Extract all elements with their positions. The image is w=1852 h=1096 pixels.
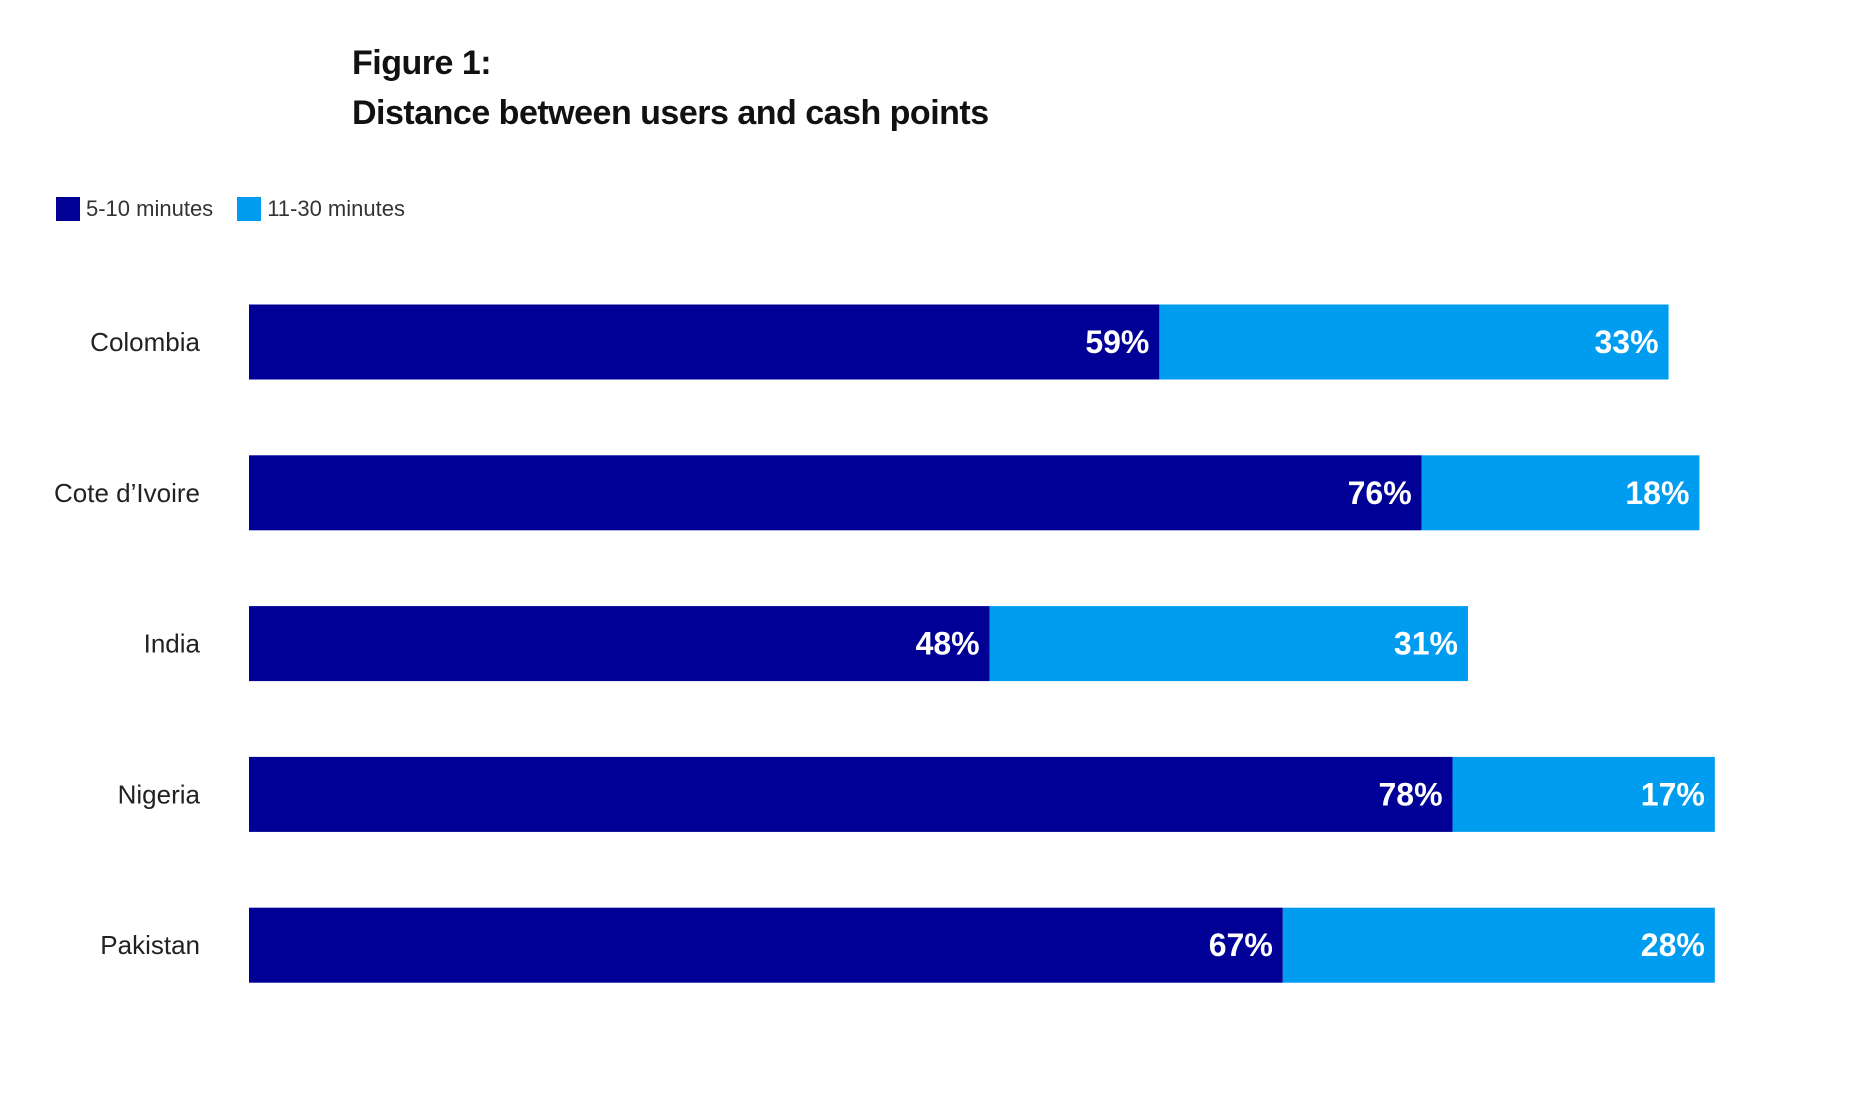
category-label: Pakistan (100, 930, 200, 960)
category-label: Colombia (90, 327, 200, 357)
bar-segment-5-10 (249, 756, 1453, 832)
bar-segment-11-30 (1282, 907, 1715, 983)
data-label: 31% (1394, 626, 1458, 662)
bar-segment-11-30 (1159, 304, 1669, 380)
chart-title: Figure 1: Distance between users and cas… (352, 38, 989, 138)
bar-segment-11-30 (1421, 455, 1700, 531)
legend-item-5-10: 5-10 minutes (56, 196, 213, 222)
legend-label: 11-30 minutes (267, 196, 405, 221)
category-label: India (144, 629, 201, 659)
bar-segment-5-10 (249, 304, 1160, 380)
bar-segment-11-30 (989, 606, 1468, 682)
figure-number: Figure 1: (352, 44, 492, 82)
bar-segment-5-10 (249, 606, 990, 682)
bar-segment-5-10 (249, 907, 1283, 983)
legend-item-11-30: 11-30 minutes (237, 196, 405, 222)
legend-swatch (56, 197, 80, 221)
data-label: 78% (1378, 776, 1442, 812)
data-label: 33% (1595, 324, 1659, 360)
data-label: 28% (1641, 927, 1705, 963)
category-label: Nigeria (118, 779, 201, 809)
category-label: Cote d’Ivoire (54, 478, 200, 508)
data-label: 18% (1625, 475, 1689, 511)
legend-label: 5-10 minutes (86, 196, 214, 221)
data-label: 17% (1641, 776, 1705, 812)
figure-title: Distance between users and cash points (352, 94, 989, 132)
legend: 5-10 minutes 11-30 minutes (56, 196, 429, 222)
data-label: 76% (1348, 475, 1412, 511)
data-label: 67% (1209, 927, 1273, 963)
legend-swatch (237, 197, 262, 221)
data-label: 59% (1085, 324, 1149, 360)
bar-segment-5-10 (249, 455, 1422, 531)
bar-segment-11-30 (1452, 756, 1715, 832)
data-label: 48% (916, 626, 980, 662)
